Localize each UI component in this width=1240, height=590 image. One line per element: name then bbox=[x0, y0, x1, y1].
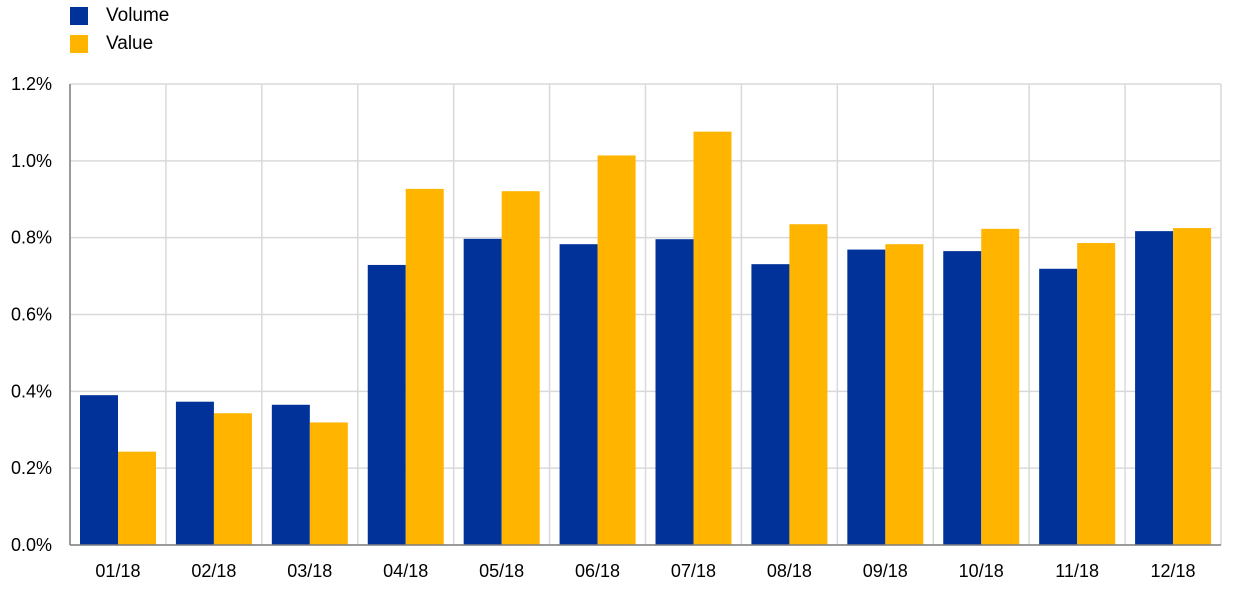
bar-volume-8 bbox=[751, 264, 790, 545]
bar-volume-1 bbox=[80, 395, 118, 545]
x-tick-label: 03/18 bbox=[287, 561, 332, 581]
x-tick-label: 04/18 bbox=[383, 561, 428, 581]
x-tick-label: 09/18 bbox=[863, 561, 908, 581]
legend-label-volume: Volume bbox=[106, 5, 170, 26]
legend: Volume Value bbox=[70, 2, 169, 58]
bar-value-6 bbox=[597, 155, 636, 545]
bar-value-11 bbox=[1077, 243, 1116, 546]
y-tick-label: 1.0% bbox=[11, 151, 52, 171]
y-tick-label: 1.2% bbox=[11, 74, 52, 94]
x-tick-label: 02/18 bbox=[191, 561, 236, 581]
bar-volume-10 bbox=[943, 251, 982, 546]
bar-value-1 bbox=[118, 451, 156, 545]
legend-item-volume: Volume bbox=[70, 2, 169, 30]
bar-volume-5 bbox=[463, 238, 502, 546]
bar-value-2 bbox=[213, 413, 252, 545]
bar-value-5 bbox=[501, 191, 540, 545]
y-tick-label: 0.0% bbox=[11, 535, 52, 555]
bar-volume-6 bbox=[559, 244, 598, 545]
bar-value-10 bbox=[981, 228, 1020, 546]
y-tick-label: 0.4% bbox=[11, 381, 52, 401]
x-tick-label: 05/18 bbox=[479, 561, 524, 581]
x-tick-label: 12/18 bbox=[1151, 561, 1196, 581]
bar-volume-3 bbox=[271, 404, 310, 545]
bar-volume-11 bbox=[1039, 268, 1078, 545]
y-tick-label: 0.2% bbox=[11, 458, 52, 478]
x-tick-label: 11/18 bbox=[1055, 561, 1099, 581]
bar-value-8 bbox=[789, 224, 828, 546]
legend-swatch-value bbox=[70, 35, 88, 53]
legend-label-value: Value bbox=[106, 33, 154, 54]
x-tick-label: 01/18 bbox=[95, 561, 140, 581]
y-tick-label: 0.6% bbox=[11, 305, 52, 325]
bar-volume-9 bbox=[847, 249, 886, 545]
legend-swatch-volume bbox=[70, 7, 88, 25]
bar-value-9 bbox=[885, 244, 924, 545]
bar-value-3 bbox=[309, 422, 348, 545]
x-tick-label: 07/18 bbox=[671, 561, 716, 581]
bar-volume-2 bbox=[175, 401, 214, 545]
x-tick-label: 06/18 bbox=[575, 561, 620, 581]
y-tick-label: 0.8% bbox=[11, 228, 52, 248]
bar-value-12 bbox=[1173, 228, 1212, 545]
legend-item-value: Value bbox=[70, 30, 169, 58]
x-tick-label: 08/18 bbox=[767, 561, 812, 581]
bar-value-7 bbox=[693, 131, 732, 546]
bar-value-4 bbox=[405, 188, 444, 545]
bar-volume-7 bbox=[655, 239, 694, 545]
bar-volume-12 bbox=[1135, 231, 1174, 545]
bar-volume-4 bbox=[367, 264, 406, 545]
x-tick-label: 10/18 bbox=[959, 561, 1004, 581]
